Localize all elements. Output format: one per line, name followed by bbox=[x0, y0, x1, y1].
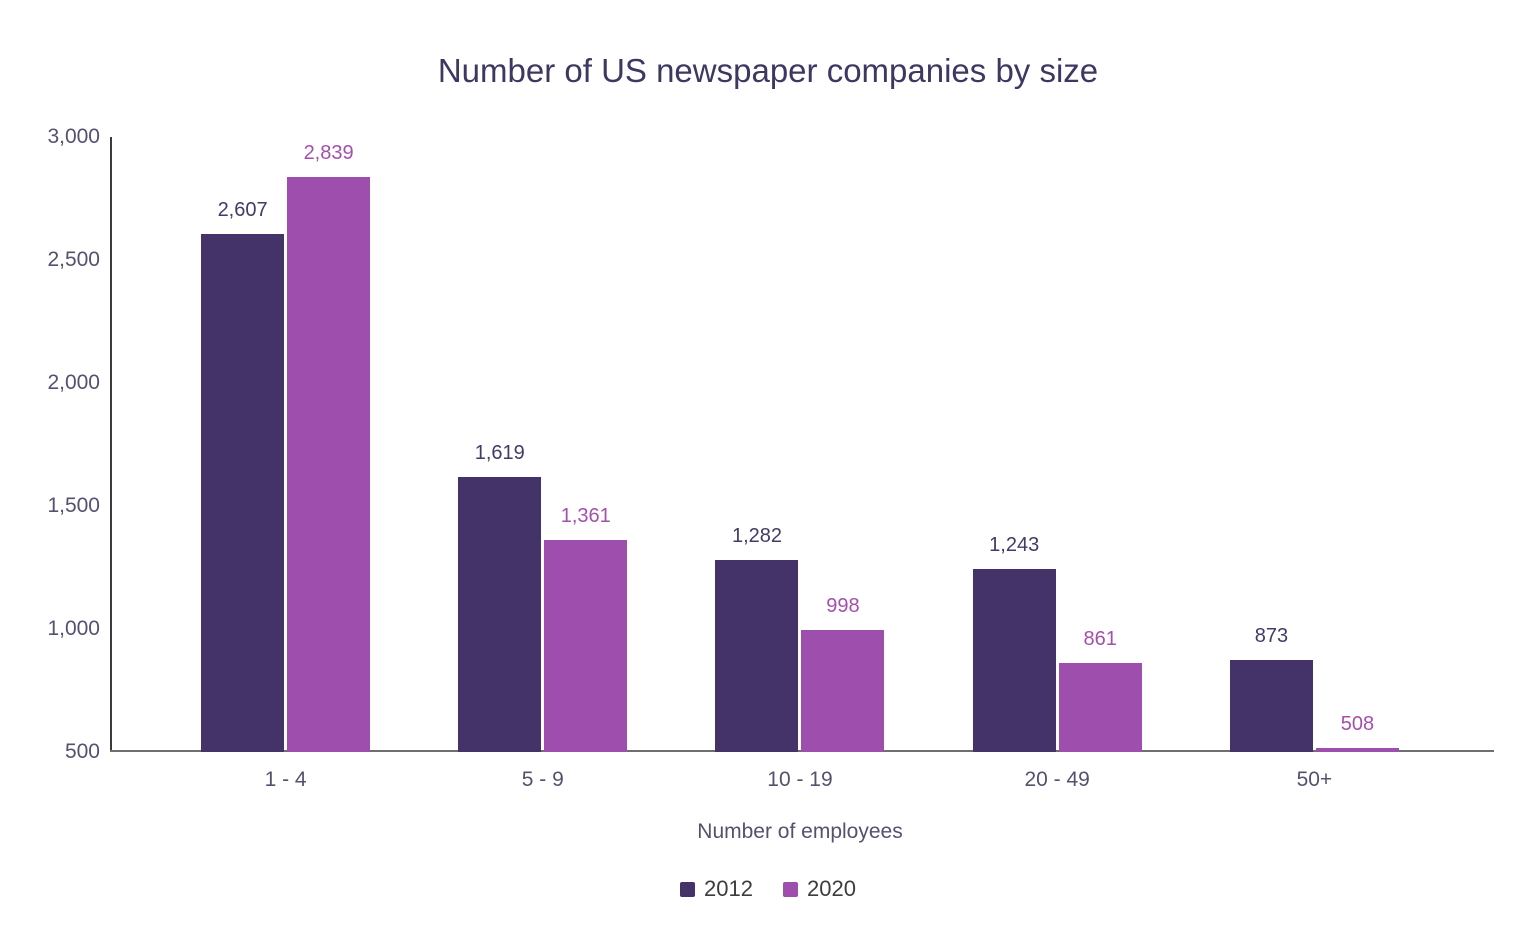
bar-2012-50+ bbox=[1229, 660, 1313, 752]
y-tick-label: 2,500 bbox=[47, 248, 100, 271]
legend-label: 2012 bbox=[704, 876, 753, 901]
bar-2020-50+ bbox=[1315, 748, 1399, 752]
bar-value-label: 508 bbox=[1340, 713, 1375, 735]
x-category-label: 50+ bbox=[1296, 768, 1333, 791]
bar-group: 2,607 2,839 1 - 4 bbox=[157, 137, 414, 791]
bar-pair: 1,619 1,361 bbox=[414, 137, 671, 752]
x-axis-title: Number of employees bbox=[697, 820, 903, 843]
bar-column: 508 bbox=[1315, 137, 1399, 752]
legend-swatch-icon bbox=[783, 881, 798, 897]
bar-value-label: 998 bbox=[826, 594, 860, 617]
x-category-label: 1 - 4 bbox=[264, 768, 307, 791]
x-category-label: 10 - 19 bbox=[767, 768, 833, 791]
bar-column: 1,243 bbox=[972, 137, 1056, 752]
bar-value-label: 1,243 bbox=[989, 534, 1040, 557]
bar-column: 1,361 bbox=[544, 137, 628, 752]
bar-2012-20-49 bbox=[972, 569, 1056, 752]
bar-value-label: 1,619 bbox=[474, 441, 525, 464]
bar-group: 873 508 50+ bbox=[1186, 137, 1443, 791]
bar-value-label: 861 bbox=[1083, 628, 1117, 651]
bar-pair: 873 508 bbox=[1186, 137, 1443, 752]
bar-value-label: 1,282 bbox=[731, 524, 783, 547]
bar-column: 2,839 bbox=[287, 137, 371, 752]
y-axis-line bbox=[110, 137, 112, 752]
bar-pair: 1,282 998 bbox=[671, 137, 928, 752]
bar-column: 1,619 bbox=[458, 137, 542, 752]
bar-2020-1-4 bbox=[287, 176, 371, 752]
legend-label: 2020 bbox=[807, 876, 856, 901]
legend-item-2020: 2020 bbox=[783, 876, 856, 902]
y-tick-label: 3,000 bbox=[47, 125, 100, 148]
bar-value-label: 1,361 bbox=[560, 505, 611, 528]
legend-item-2012: 2012 bbox=[680, 876, 753, 902]
bar-group: 1,282 998 10 - 19 bbox=[671, 137, 928, 791]
bar-2020-5-9 bbox=[544, 540, 628, 752]
bar-pair: 2,607 2,839 bbox=[157, 137, 414, 752]
bar-2020-10-19 bbox=[801, 629, 885, 752]
bar-column: 861 bbox=[1058, 137, 1142, 752]
bar-column: 873 bbox=[1229, 137, 1313, 752]
y-tick-label: 1,000 bbox=[47, 617, 100, 640]
bar-group: 1,619 1,361 5 - 9 bbox=[414, 137, 671, 791]
legend-swatch-icon bbox=[680, 881, 696, 897]
bar-column: 1,282 bbox=[715, 137, 799, 752]
bar-2012-5-9 bbox=[458, 476, 542, 752]
legend: 2012 2020 bbox=[0, 876, 1536, 902]
y-tick-label: 1,500 bbox=[47, 494, 100, 517]
y-tick-label: 2,000 bbox=[47, 371, 100, 394]
bar-2012-10-19 bbox=[715, 559, 799, 752]
bar-value-label: 2,607 bbox=[217, 198, 268, 221]
bar-2020-20-49 bbox=[1058, 663, 1142, 752]
chart-title: Number of US newspaper companies by size bbox=[437, 52, 1099, 89]
bar-column: 998 bbox=[801, 137, 885, 752]
bar-column: 2,607 bbox=[201, 137, 285, 752]
bar-group: 1,243 861 20 - 49 bbox=[929, 137, 1186, 791]
x-category-label: 20 - 49 bbox=[1024, 768, 1090, 791]
bar-pair: 1,243 861 bbox=[929, 137, 1186, 752]
y-tick-label: 500 bbox=[64, 740, 100, 763]
x-category-label: 5 - 9 bbox=[521, 768, 564, 791]
bar-value-label: 2,839 bbox=[303, 141, 354, 164]
plot-area: 3,000 2,500 2,000 1,500 1,000 500 2,607 2,839 1 … bbox=[47, 125, 1494, 791]
bar-2012-1-4 bbox=[201, 233, 285, 752]
bar-value-label: 873 bbox=[1254, 625, 1289, 648]
